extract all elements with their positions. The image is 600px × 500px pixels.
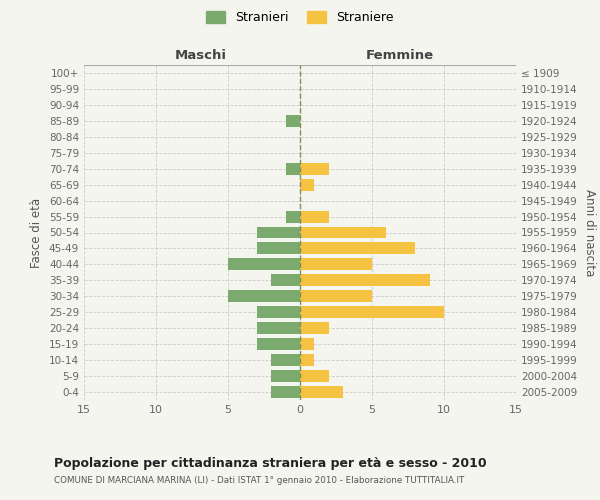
- Bar: [300, 290, 372, 302]
- Bar: [300, 370, 329, 382]
- Bar: [300, 338, 314, 350]
- Y-axis label: Fasce di età: Fasce di età: [31, 198, 43, 268]
- Y-axis label: Anni di nascita: Anni di nascita: [583, 189, 596, 276]
- Legend: Stranieri, Straniere: Stranieri, Straniere: [202, 6, 398, 29]
- Text: COMUNE DI MARCIANA MARINA (LI) - Dati ISTAT 1° gennaio 2010 - Elaborazione TUTTI: COMUNE DI MARCIANA MARINA (LI) - Dati IS…: [54, 476, 464, 485]
- Bar: [286, 210, 300, 222]
- Bar: [300, 258, 372, 270]
- Bar: [257, 322, 300, 334]
- Bar: [300, 162, 329, 174]
- Bar: [286, 115, 300, 127]
- Bar: [271, 354, 300, 366]
- Bar: [228, 258, 300, 270]
- Text: Popolazione per cittadinanza straniera per età e sesso - 2010: Popolazione per cittadinanza straniera p…: [54, 458, 487, 470]
- Bar: [300, 322, 329, 334]
- Bar: [257, 226, 300, 238]
- Text: Maschi: Maschi: [175, 48, 227, 62]
- Bar: [257, 242, 300, 254]
- Bar: [286, 162, 300, 174]
- Bar: [300, 226, 386, 238]
- Bar: [271, 274, 300, 286]
- Bar: [300, 274, 430, 286]
- Bar: [300, 242, 415, 254]
- Bar: [257, 338, 300, 350]
- Bar: [300, 306, 444, 318]
- Bar: [300, 178, 314, 190]
- Bar: [300, 386, 343, 398]
- Bar: [300, 354, 314, 366]
- Bar: [271, 386, 300, 398]
- Text: Femmine: Femmine: [365, 48, 433, 62]
- Bar: [300, 210, 329, 222]
- Bar: [271, 370, 300, 382]
- Bar: [257, 306, 300, 318]
- Bar: [228, 290, 300, 302]
